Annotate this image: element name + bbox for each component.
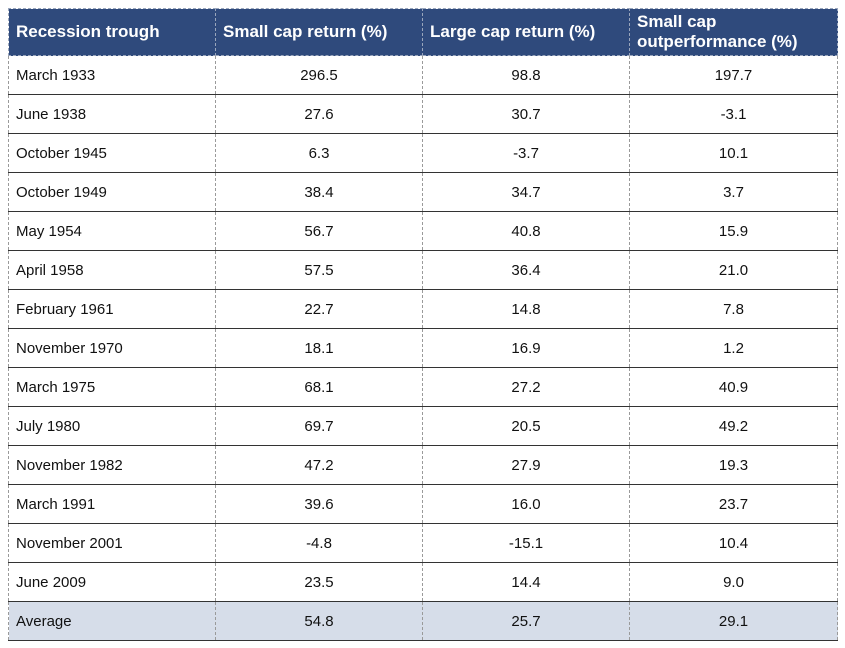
outperformance-cell: -3.1	[629, 94, 838, 134]
small-cap-return-cell: 22.7	[215, 289, 423, 329]
small-cap-return-cell: 56.7	[215, 211, 423, 251]
outperformance-cell: 7.8	[629, 289, 838, 329]
recession-trough-cell: March 1975	[8, 367, 216, 407]
recession-trough-cell: April 1958	[8, 250, 216, 290]
recession-trough-cell: June 2009	[8, 562, 216, 602]
table-row: June 1938 27.6 30.7 -3.1	[8, 94, 838, 134]
header-small-cap-outperformance: Small cap outperformance (%)	[629, 8, 838, 56]
outperformance-cell: 9.0	[629, 562, 838, 602]
small-cap-return-cell: 38.4	[215, 172, 423, 212]
outperformance-cell: 40.9	[629, 367, 838, 407]
outperformance-cell: 49.2	[629, 406, 838, 446]
small-cap-return-cell: 296.5	[215, 55, 423, 95]
average-row: Average 54.8 25.7 29.1	[8, 601, 838, 641]
recession-trough-cell: March 1933	[8, 55, 216, 95]
outperformance-cell: 23.7	[629, 484, 838, 524]
average-outperformance-cell: 29.1	[629, 601, 838, 641]
table-row: March 1933 296.5 98.8 197.7	[8, 55, 838, 95]
average-large-cap-return-cell: 25.7	[422, 601, 630, 641]
outperformance-cell: 197.7	[629, 55, 838, 95]
outperformance-cell: 21.0	[629, 250, 838, 290]
header-row: Recession trough Small cap return (%) La…	[8, 8, 838, 56]
table-row: April 1958 57.5 36.4 21.0	[8, 250, 838, 290]
header-large-cap-return: Large cap return (%)	[422, 8, 630, 56]
table-row: May 1954 56.7 40.8 15.9	[8, 211, 838, 251]
table-row: February 1961 22.7 14.8 7.8	[8, 289, 838, 329]
small-cap-return-cell: 69.7	[215, 406, 423, 446]
outperformance-cell: 1.2	[629, 328, 838, 368]
outperformance-cell: 10.4	[629, 523, 838, 563]
table-row: November 2001 -4.8 -15.1 10.4	[8, 523, 838, 563]
large-cap-return-cell: -15.1	[422, 523, 630, 563]
recession-trough-cell: November 1970	[8, 328, 216, 368]
recession-trough-cell: June 1938	[8, 94, 216, 134]
table-row: November 1970 18.1 16.9 1.2	[8, 328, 838, 368]
recession-returns-table: Recession trough Small cap return (%) La…	[8, 8, 838, 641]
large-cap-return-cell: 16.0	[422, 484, 630, 524]
small-cap-return-cell: 39.6	[215, 484, 423, 524]
large-cap-return-cell: 14.8	[422, 289, 630, 329]
large-cap-return-cell: 14.4	[422, 562, 630, 602]
large-cap-return-cell: -3.7	[422, 133, 630, 173]
large-cap-return-cell: 27.2	[422, 367, 630, 407]
recession-trough-cell: March 1991	[8, 484, 216, 524]
outperformance-cell: 10.1	[629, 133, 838, 173]
recession-trough-cell: February 1961	[8, 289, 216, 329]
large-cap-return-cell: 27.9	[422, 445, 630, 485]
large-cap-return-cell: 40.8	[422, 211, 630, 251]
large-cap-return-cell: 34.7	[422, 172, 630, 212]
table-row: November 1982 47.2 27.9 19.3	[8, 445, 838, 485]
table-row: March 1975 68.1 27.2 40.9	[8, 367, 838, 407]
recession-returns-table-container: Recession trough Small cap return (%) La…	[8, 8, 838, 641]
average-small-cap-return-cell: 54.8	[215, 601, 423, 641]
outperformance-cell: 19.3	[629, 445, 838, 485]
outperformance-cell: 3.7	[629, 172, 838, 212]
table-row: October 1945 6.3 -3.7 10.1	[8, 133, 838, 173]
recession-trough-cell: October 1945	[8, 133, 216, 173]
table-row: October 1949 38.4 34.7 3.7	[8, 172, 838, 212]
recession-trough-cell: July 1980	[8, 406, 216, 446]
recession-trough-cell: November 1982	[8, 445, 216, 485]
table-row: March 1991 39.6 16.0 23.7	[8, 484, 838, 524]
small-cap-return-cell: 18.1	[215, 328, 423, 368]
header-recession-trough: Recession trough	[8, 8, 216, 56]
small-cap-return-cell: 57.5	[215, 250, 423, 290]
large-cap-return-cell: 30.7	[422, 94, 630, 134]
outperformance-cell: 15.9	[629, 211, 838, 251]
large-cap-return-cell: 20.5	[422, 406, 630, 446]
large-cap-return-cell: 98.8	[422, 55, 630, 95]
table-body: March 1933 296.5 98.8 197.7 June 1938 27.6 30.…	[8, 55, 838, 641]
average-recession-trough-cell: Average	[8, 601, 216, 641]
table-row: July 1980 69.7 20.5 49.2	[8, 406, 838, 446]
small-cap-return-cell: -4.8	[215, 523, 423, 563]
small-cap-return-cell: 47.2	[215, 445, 423, 485]
small-cap-return-cell: 68.1	[215, 367, 423, 407]
recession-trough-cell: October 1949	[8, 172, 216, 212]
small-cap-return-cell: 23.5	[215, 562, 423, 602]
large-cap-return-cell: 36.4	[422, 250, 630, 290]
large-cap-return-cell: 16.9	[422, 328, 630, 368]
recession-trough-cell: May 1954	[8, 211, 216, 251]
small-cap-return-cell: 27.6	[215, 94, 423, 134]
table-row: June 2009 23.5 14.4 9.0	[8, 562, 838, 602]
header-small-cap-return: Small cap return (%)	[215, 8, 423, 56]
recession-trough-cell: November 2001	[8, 523, 216, 563]
small-cap-return-cell: 6.3	[215, 133, 423, 173]
